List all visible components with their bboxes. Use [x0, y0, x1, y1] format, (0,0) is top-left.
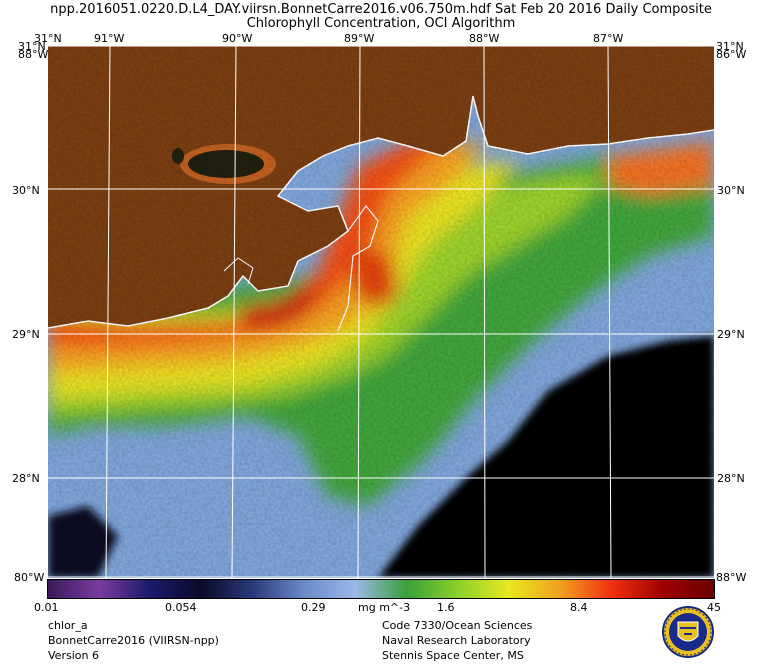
right-lat-label-28n: 28°N	[717, 472, 745, 485]
org-name: Naval Research Laboratory	[382, 634, 531, 647]
top-right-lat-label: 31°N	[716, 40, 744, 53]
org-code: Code 7330/Ocean Sciences	[382, 619, 533, 632]
product-title: Chlorophyll Concentration, OCI Algorithm	[246, 16, 516, 31]
colorbar-tick-1: 0.054	[165, 601, 197, 614]
top-lon-label-87w: 87°W	[593, 32, 624, 45]
colorbar-tick-5: 45	[707, 601, 721, 614]
org-location: Stennis Space Center, MS	[382, 649, 524, 662]
colorbar-tick-3: 1.6	[437, 601, 455, 614]
version-label: Version 6	[48, 649, 99, 662]
top-lon-label-89w: 89°W	[344, 32, 375, 45]
left-lat-label-29n: 29°N	[12, 328, 40, 341]
top-lon-label-88w: 88°W	[469, 32, 500, 45]
top-lon-label-91w: 91°W	[94, 32, 125, 45]
dataset-name: BonnetCarre2016 (VIIRSN-npp)	[48, 634, 219, 647]
graticule	[48, 46, 714, 578]
top-lon-label-90w: 90°W	[222, 32, 253, 45]
bottom-left-corner-label: 80°W	[14, 571, 45, 584]
bottom-right-corner-label: 88°W	[716, 571, 747, 584]
left-lat-label-30n: 30°N	[12, 184, 40, 197]
top-left-corner-sub-label: 88°W	[18, 48, 49, 61]
colorbar-tick-2: 0.29	[301, 601, 326, 614]
left-lat-label-28n: 28°N	[12, 472, 40, 485]
colorbar-units: mg m^-3	[358, 601, 411, 614]
colorbar-tick-0: 0.01	[34, 601, 59, 614]
top-lat-label: 31°N	[34, 32, 62, 45]
variable-name: chlor_a	[48, 619, 88, 632]
top-left-corner-label: 31°N	[18, 40, 46, 53]
file-title: npp.2016051.0220.D.L4_DAY.viirsn.BonnetC…	[50, 2, 712, 17]
colorbar-tick-4: 8.4	[570, 601, 588, 614]
nrl-seal-icon	[662, 606, 714, 658]
right-lat-label-30n: 30°N	[717, 184, 745, 197]
right-lat-label-29n: 29°N	[717, 328, 745, 341]
chlorophyll-map	[48, 46, 714, 578]
colorbar	[47, 579, 715, 599]
top-right-lon-label: 86°W	[716, 48, 747, 61]
